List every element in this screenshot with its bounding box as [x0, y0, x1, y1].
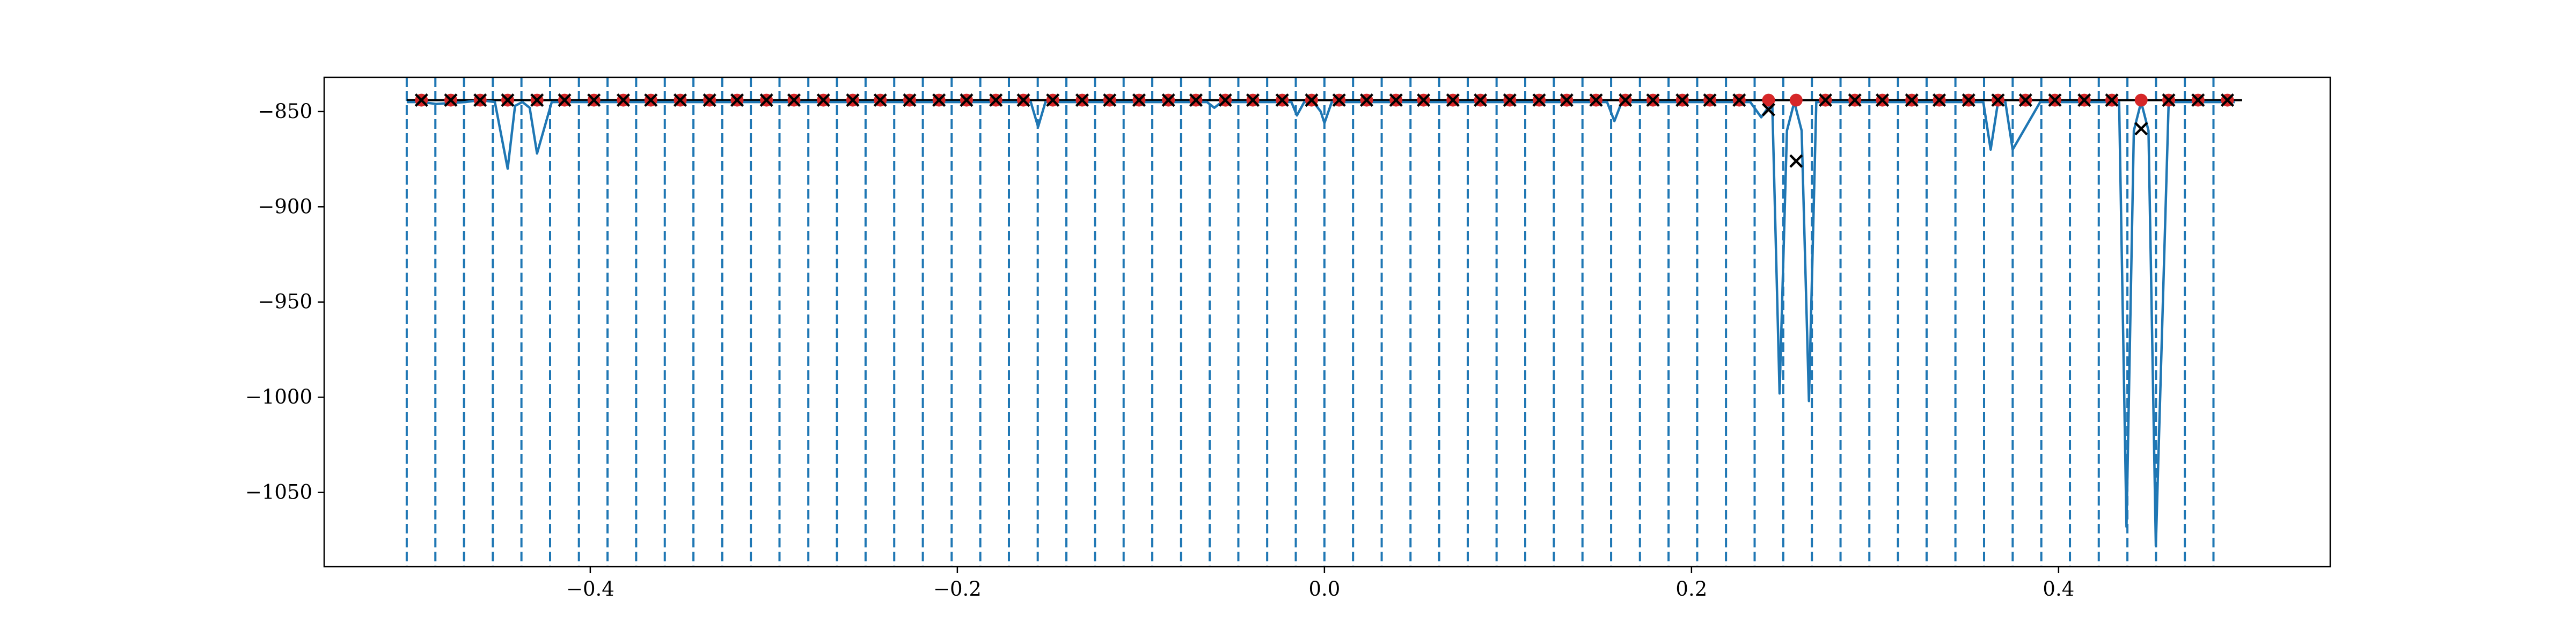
x-tick-label: 0.0: [1308, 577, 1340, 601]
x-marker-13: [787, 93, 801, 107]
x-marker-41: [1589, 93, 1603, 107]
x-marker-18: [932, 93, 946, 107]
red-point-48: [1789, 93, 1803, 107]
x-marker-6: [587, 93, 601, 107]
x-marker-44: [1675, 93, 1689, 107]
x-marker-11: [730, 93, 744, 107]
x-tick-label: −0.2: [933, 577, 982, 601]
x-marker-21: [1016, 93, 1030, 107]
x-marker-34: [1389, 93, 1403, 107]
x-marker-55: [1991, 93, 2005, 107]
x-marker-33: [1359, 93, 1374, 107]
x-marker-25: [1132, 93, 1146, 107]
x-marker-32: [1332, 93, 1346, 107]
x-marker-50: [1848, 93, 1862, 107]
x-marker-24: [1103, 93, 1117, 107]
x-marker-62: [2191, 93, 2205, 107]
red-point-47: [1762, 93, 1775, 107]
x-marker-26: [1161, 93, 1175, 107]
x-marker-10: [702, 93, 716, 107]
x-tick-label: 0.2: [1675, 577, 1707, 601]
x-marker-27: [1189, 93, 1203, 107]
x-tick-label: −0.4: [566, 577, 614, 601]
x-marker-22: [1046, 93, 1060, 107]
x-marker-20: [989, 93, 1003, 107]
x-marker-7: [616, 93, 631, 107]
x-marker-39: [1532, 93, 1546, 107]
x-marker-16: [873, 93, 887, 107]
x-marker-61: [2162, 93, 2176, 107]
x-marker-63: [2220, 93, 2235, 107]
x-marker-43: [1646, 93, 1660, 107]
y-tick-label: −1000: [245, 385, 312, 408]
x-marker-40: [1560, 93, 1574, 107]
x-marker-5: [558, 93, 572, 107]
x-axis-ticks: −0.4 −0.2 0.0 0.2 0.4: [566, 567, 2074, 601]
plot-frame: [323, 76, 2331, 568]
y-tick-label: −900: [258, 195, 312, 218]
x-marker-30: [1275, 93, 1289, 107]
x-marker-58: [2077, 93, 2091, 107]
x-marker-14: [816, 93, 830, 107]
x-marker-60: [2134, 122, 2148, 136]
x-marker-52: [1905, 93, 1919, 107]
y-tick-label: −950: [258, 290, 312, 313]
vertical-lines: [405, 77, 2215, 567]
red-point-60: [2134, 93, 2148, 107]
x-marker-53: [1932, 93, 1946, 107]
x-marker-45: [1703, 93, 1717, 107]
x-marker-37: [1473, 93, 1488, 107]
x-marker-38: [1503, 93, 1517, 107]
x-marker-59: [2105, 93, 2119, 107]
x-marker-51: [1875, 93, 1890, 107]
x-marker-19: [960, 93, 974, 107]
x-marker-57: [2048, 93, 2062, 107]
x-marker-31: [1305, 93, 1319, 107]
y-tick-label: −850: [258, 100, 312, 123]
x-marker-17: [903, 93, 917, 107]
x-marker-36: [1446, 93, 1460, 107]
x-markers-layer: [414, 93, 2235, 168]
x-marker-12: [759, 93, 773, 107]
x-marker-42: [1619, 93, 1633, 107]
x-marker-54: [1962, 93, 1975, 107]
x-marker-47: [1761, 103, 1776, 116]
x-tick-label: 0.4: [2043, 577, 2074, 601]
x-marker-35: [1416, 93, 1431, 107]
x-marker-29: [1246, 93, 1260, 107]
x-marker-1: [444, 93, 458, 107]
x-marker-9: [673, 93, 687, 107]
x-marker-3: [501, 93, 515, 107]
y-tick-label: −1050: [245, 481, 312, 504]
x-marker-48: [1789, 154, 1803, 168]
x-marker-2: [473, 93, 487, 107]
x-marker-4: [530, 93, 544, 107]
x-marker-0: [414, 93, 428, 107]
x-marker-56: [2018, 93, 2032, 107]
x-marker-46: [1732, 93, 1746, 107]
x-marker-8: [644, 93, 658, 107]
x-marker-15: [846, 93, 860, 107]
y-axis-ticks: −850 −900 −950 −1000 −1050: [245, 100, 324, 504]
x-marker-49: [1818, 93, 1833, 107]
x-marker-28: [1218, 93, 1232, 107]
x-marker-23: [1075, 93, 1089, 107]
